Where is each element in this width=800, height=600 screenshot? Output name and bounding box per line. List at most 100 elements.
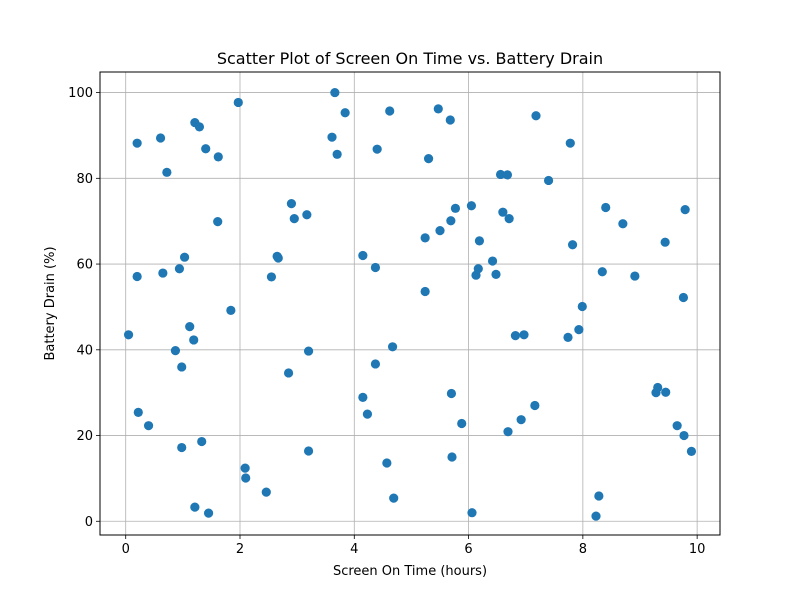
x-tick-label: 8: [579, 542, 587, 557]
data-point: [516, 415, 526, 425]
data-point: [327, 132, 337, 142]
data-point: [273, 253, 283, 263]
data-point: [680, 205, 690, 215]
chart-title: Scatter Plot of Screen On Time vs. Batte…: [217, 49, 603, 68]
data-point: [502, 170, 513, 180]
data-point: [358, 392, 368, 402]
data-point: [177, 362, 187, 372]
data-point: [302, 210, 312, 220]
data-point: [203, 508, 214, 518]
data-point: [594, 491, 604, 501]
data-point: [389, 493, 399, 503]
data-point: [158, 268, 168, 278]
data-point: [213, 217, 223, 227]
data-point: [155, 133, 166, 143]
x-tick-label: 6: [464, 542, 472, 557]
data-point: [531, 111, 541, 121]
data-point: [446, 216, 456, 226]
data-point: [498, 207, 508, 217]
y-axis-ticks: 0 20 40 60 80 100: [68, 86, 100, 530]
data-point: [190, 502, 200, 512]
data-point: [132, 271, 142, 282]
data-point: [185, 322, 195, 332]
data-point: [474, 236, 485, 246]
data-point: [543, 175, 554, 186]
data-point: [679, 430, 689, 441]
data-point: [473, 264, 483, 274]
data-point: [213, 152, 223, 162]
data-point: [261, 487, 271, 497]
data-point: [385, 106, 395, 116]
data-point: [358, 250, 368, 261]
data-point: [672, 421, 682, 431]
data-point: [174, 264, 185, 274]
data-points: [123, 87, 697, 521]
data-point: [197, 436, 207, 447]
data-point: [433, 104, 443, 114]
data-point: [630, 271, 640, 281]
data-point: [530, 400, 540, 411]
data-point: [565, 138, 575, 148]
data-point: [519, 330, 529, 340]
data-point: [563, 332, 573, 342]
data-point: [503, 427, 513, 437]
data-point: [189, 335, 199, 345]
data-point: [423, 153, 434, 164]
data-point: [177, 442, 187, 453]
data-point: [370, 262, 381, 273]
data-point: [132, 138, 142, 148]
data-point: [170, 346, 181, 356]
data-point: [330, 87, 340, 98]
data-point: [445, 115, 455, 125]
data-point: [240, 463, 250, 473]
data-point: [382, 458, 392, 468]
y-tick-label: 0: [85, 515, 93, 530]
y-tick-label: 40: [76, 343, 93, 358]
data-point: [283, 368, 294, 378]
data-point: [491, 269, 501, 279]
y-tick-label: 60: [76, 258, 93, 273]
x-axis-label: Screen On Time (hours): [333, 564, 487, 579]
data-point: [487, 256, 498, 266]
data-point: [601, 202, 611, 213]
data-point: [435, 226, 445, 236]
data-point: [678, 292, 689, 303]
y-axis-label: Battery Drain (%): [43, 246, 58, 360]
y-tick-label: 80: [76, 172, 93, 187]
data-point: [577, 301, 587, 312]
grid-lines: [100, 72, 720, 535]
data-point: [194, 122, 205, 132]
data-point: [286, 199, 297, 209]
data-point: [686, 446, 697, 457]
data-point: [420, 233, 430, 243]
data-point: [226, 305, 236, 315]
data-point: [303, 446, 314, 456]
data-point: [591, 511, 601, 521]
plot-frame: [99, 71, 721, 536]
x-tick-label: 10: [689, 542, 706, 557]
x-tick-label: 4: [350, 542, 358, 557]
data-point: [387, 342, 398, 352]
data-point: [201, 144, 211, 154]
data-point: [340, 108, 350, 118]
data-point: [446, 388, 457, 399]
data-point: [597, 267, 607, 277]
data-point: [450, 203, 461, 213]
data-point: [467, 508, 477, 518]
data-point: [179, 252, 190, 262]
data-point: [133, 407, 143, 417]
y-tick-label: 100: [68, 86, 93, 101]
data-point: [289, 214, 299, 224]
data-point: [303, 346, 314, 356]
x-tick-label: 0: [122, 542, 130, 557]
data-point: [567, 240, 578, 250]
data-point: [143, 421, 154, 431]
data-point: [420, 286, 430, 297]
data-point: [123, 330, 134, 340]
data-point: [504, 214, 514, 224]
data-point: [660, 237, 670, 247]
data-point: [372, 144, 382, 154]
data-point: [653, 382, 663, 393]
